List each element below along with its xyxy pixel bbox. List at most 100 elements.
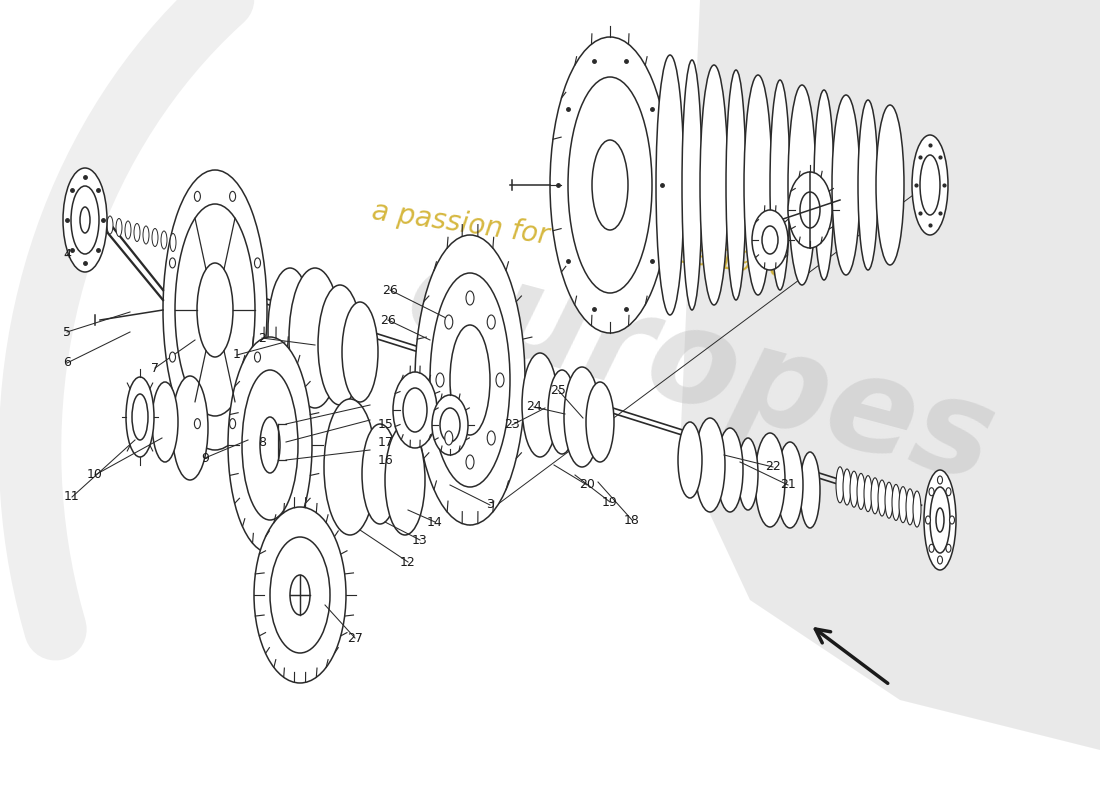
Ellipse shape: [564, 367, 600, 467]
Ellipse shape: [800, 192, 820, 228]
Ellipse shape: [836, 466, 844, 502]
Ellipse shape: [700, 65, 728, 305]
Text: 23: 23: [504, 418, 520, 431]
Ellipse shape: [832, 95, 860, 275]
Ellipse shape: [814, 90, 834, 280]
Ellipse shape: [496, 373, 504, 387]
Ellipse shape: [925, 516, 931, 524]
Ellipse shape: [385, 425, 425, 535]
Ellipse shape: [228, 337, 312, 553]
Ellipse shape: [843, 469, 851, 505]
Ellipse shape: [920, 155, 940, 215]
Ellipse shape: [906, 489, 914, 525]
Ellipse shape: [126, 377, 154, 457]
Ellipse shape: [342, 302, 378, 402]
Ellipse shape: [444, 315, 453, 329]
Ellipse shape: [169, 352, 176, 362]
Ellipse shape: [403, 388, 427, 432]
Ellipse shape: [362, 424, 398, 524]
Ellipse shape: [324, 399, 376, 535]
Ellipse shape: [568, 77, 652, 293]
Text: 26: 26: [381, 314, 396, 326]
Text: europes: europes: [393, 230, 1008, 510]
Ellipse shape: [886, 482, 893, 518]
Text: 12: 12: [400, 555, 416, 569]
Ellipse shape: [930, 488, 934, 496]
Text: 13: 13: [412, 534, 428, 546]
Text: 16: 16: [378, 454, 394, 466]
Ellipse shape: [937, 556, 943, 564]
Ellipse shape: [924, 470, 956, 570]
Text: 11: 11: [64, 490, 80, 503]
Ellipse shape: [522, 353, 558, 457]
Ellipse shape: [717, 428, 743, 512]
Text: 1: 1: [233, 349, 241, 362]
Ellipse shape: [172, 376, 208, 480]
Ellipse shape: [230, 191, 235, 202]
Ellipse shape: [892, 485, 900, 521]
Ellipse shape: [949, 516, 955, 524]
Text: 6: 6: [63, 357, 70, 370]
Ellipse shape: [788, 172, 832, 248]
Ellipse shape: [290, 575, 310, 615]
Text: 2: 2: [258, 331, 266, 345]
Ellipse shape: [466, 291, 474, 305]
Ellipse shape: [134, 223, 140, 242]
Text: 18: 18: [624, 514, 640, 526]
Ellipse shape: [762, 226, 778, 254]
Ellipse shape: [936, 508, 944, 532]
Ellipse shape: [107, 216, 113, 234]
Ellipse shape: [937, 476, 943, 484]
Ellipse shape: [197, 263, 233, 357]
Ellipse shape: [752, 210, 788, 270]
Text: 19: 19: [602, 495, 618, 509]
Text: 20: 20: [579, 478, 595, 491]
Ellipse shape: [800, 452, 820, 528]
Ellipse shape: [254, 258, 261, 268]
Text: 10: 10: [87, 469, 103, 482]
Ellipse shape: [656, 55, 684, 315]
Ellipse shape: [850, 471, 858, 507]
Ellipse shape: [444, 431, 453, 445]
Ellipse shape: [80, 207, 90, 233]
Ellipse shape: [195, 418, 200, 429]
Ellipse shape: [163, 170, 267, 450]
Ellipse shape: [871, 478, 879, 514]
Ellipse shape: [770, 80, 790, 290]
Ellipse shape: [152, 382, 178, 462]
Text: a passion for parts since 1988: a passion for parts since 1988: [371, 197, 790, 283]
Ellipse shape: [125, 221, 131, 239]
Text: 8: 8: [258, 435, 266, 449]
Ellipse shape: [318, 285, 362, 405]
Ellipse shape: [143, 226, 148, 244]
Ellipse shape: [63, 168, 107, 272]
Ellipse shape: [755, 433, 785, 527]
Ellipse shape: [260, 417, 280, 473]
Ellipse shape: [268, 268, 312, 392]
Text: 7: 7: [151, 362, 160, 374]
Ellipse shape: [152, 229, 158, 246]
Text: 24: 24: [526, 401, 542, 414]
Ellipse shape: [788, 85, 816, 285]
Ellipse shape: [777, 442, 803, 528]
Ellipse shape: [592, 140, 628, 230]
Text: 26: 26: [382, 283, 398, 297]
Ellipse shape: [930, 544, 934, 552]
Ellipse shape: [682, 60, 702, 310]
Text: 22: 22: [766, 461, 781, 474]
Ellipse shape: [876, 105, 904, 265]
Ellipse shape: [586, 382, 614, 462]
Ellipse shape: [946, 544, 952, 552]
Ellipse shape: [175, 204, 255, 416]
Ellipse shape: [195, 191, 200, 202]
Ellipse shape: [116, 218, 122, 237]
Ellipse shape: [864, 476, 872, 512]
Ellipse shape: [946, 488, 952, 496]
Ellipse shape: [393, 372, 437, 448]
Ellipse shape: [678, 422, 702, 498]
Text: 4: 4: [63, 249, 70, 262]
Ellipse shape: [289, 268, 341, 408]
Ellipse shape: [930, 487, 950, 553]
Ellipse shape: [270, 537, 330, 653]
Ellipse shape: [230, 418, 235, 429]
